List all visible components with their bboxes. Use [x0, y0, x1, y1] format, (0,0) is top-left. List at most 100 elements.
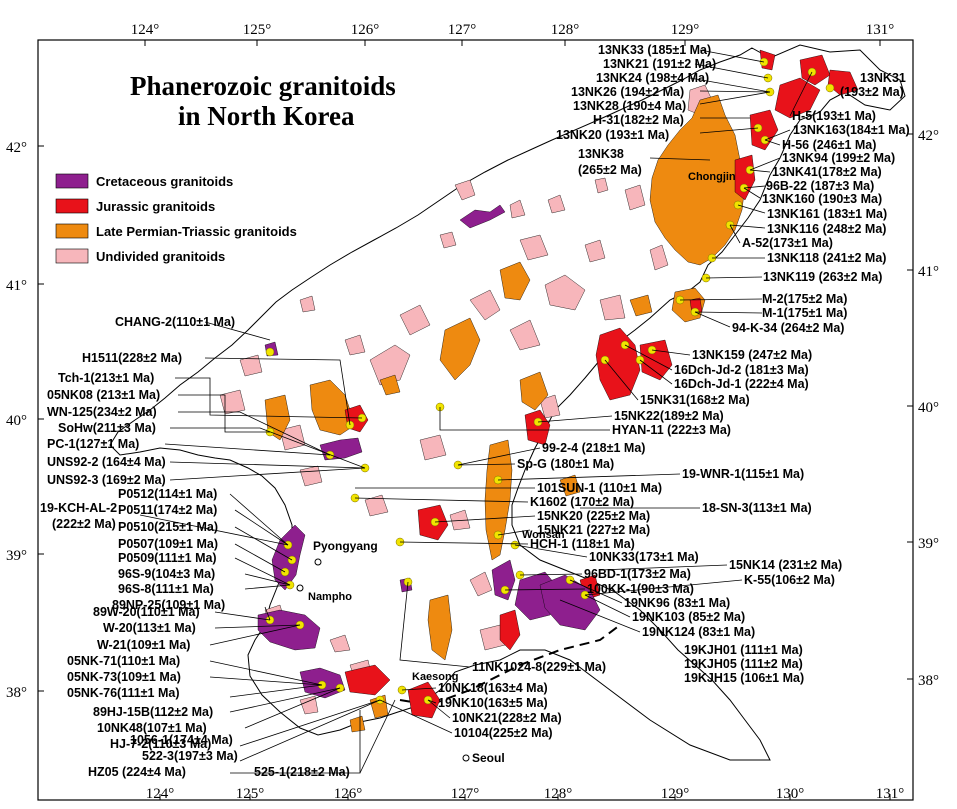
- lon-label: 126°: [351, 22, 380, 38]
- latitude-labels-left: 42° 41° 40° 39° 38°: [6, 140, 27, 701]
- sample-label: 11NK1024-8(229±1 Ma): [472, 660, 606, 674]
- sample-label: H-5(193±1 Ma): [792, 109, 876, 123]
- city-wonsan: Wonsan: [522, 529, 565, 541]
- sample-label-1056-1: 1056-1(174±4 Ma): [130, 733, 233, 747]
- map-frame: [37, 39, 914, 801]
- leader-lines: [139, 49, 813, 774]
- sample-label: M-1(175±1 Ma): [762, 306, 847, 320]
- sample-label: 05NK-76(111±1 Ma): [67, 686, 179, 700]
- sample-label: 13NK94 (199±2 Ma): [782, 151, 895, 165]
- sample-label: Sp-G (180±1 Ma): [517, 457, 614, 471]
- sample-label: 10NK48(107±1 Ma): [97, 721, 207, 735]
- sample-label: 99-2-4 (218±1 Ma): [542, 441, 645, 455]
- sample-label: 13NK116 (248±2 Ma): [767, 222, 886, 236]
- lat-label: 39°: [918, 536, 939, 552]
- sample-label: 19NK103 (85±2 Ma): [632, 610, 745, 624]
- sample-label: K-55(106±2 Ma): [744, 573, 835, 587]
- sample-label: 13NK118 (241±2 Ma): [767, 251, 886, 265]
- sample-label: K1602 (170±2 Ma): [530, 495, 634, 509]
- sample-label: 13NK161 (183±1 Ma): [767, 207, 887, 221]
- sample-label: 19NK10(163±5 Ma): [438, 696, 548, 710]
- sample-label: 13NK159 (247±2 Ma): [692, 348, 812, 362]
- sample-label: 15NK14 (231±2 Ma): [729, 558, 842, 572]
- lat-label: 42°: [918, 128, 939, 144]
- sample-label: 89NP-25(109±1 Ma): [112, 598, 225, 612]
- permian-triassic-granitoid-plutons: [264, 94, 746, 733]
- sample-label: 13NK31: [860, 71, 906, 85]
- city-nampho: Nampho: [308, 591, 352, 603]
- legend-label-cretaceous: Cretaceous granitoids: [96, 174, 233, 189]
- lat-label: 41°: [6, 278, 27, 294]
- sample-label: A-52(173±1 Ma): [742, 236, 833, 250]
- lat-label: 38°: [918, 673, 939, 689]
- sample-labels-left: CHANG-2(110±1 Ma) H1511(228±2 Ma) Tch-1(…: [40, 315, 235, 751]
- sample-label: 96B-22 (187±3 Ma): [766, 179, 874, 193]
- sample-label: 13NK20 (193±1 Ma): [556, 128, 669, 142]
- sample-label: P0511(174±2 Ma): [118, 503, 217, 517]
- sample-label: M-2(175±2 Ma): [762, 292, 847, 306]
- sample-label: 19KJH05 (111±2 Ma): [684, 657, 803, 671]
- sample-label: H-31(182±2 Ma): [593, 113, 684, 127]
- sample-label-525-1: 525-1(218±2 Ma): [254, 765, 350, 779]
- sample-label: 10104(225±2 Ma): [454, 726, 553, 740]
- lat-label: 40°: [918, 400, 939, 416]
- sample-labels-right: 13NK33 (185±1 Ma) 13NK21 (191±2 Ma) 13NK…: [438, 43, 910, 740]
- lat-label: 42°: [6, 140, 27, 156]
- sample-labels-southwest: 1056-1(174±4 Ma) 522-3(197±3 Ma) HZ05 (2…: [88, 733, 350, 779]
- sample-label: UNS92-3 (169±2 Ma): [47, 473, 166, 487]
- legend-swatch-cretaceous: [55, 173, 89, 189]
- sample-label: 13NK26 (194±2 Ma): [571, 85, 684, 99]
- sample-label: 10NK21(228±2 Ma): [452, 711, 562, 725]
- sample-label: 05NK-73(109±1 Ma): [67, 670, 181, 684]
- sample-label: 13NK163(184±1 Ma): [793, 123, 910, 137]
- frame-ticks: [38, 40, 913, 800]
- sample-label: 13NK24 (198±4 Ma): [596, 71, 709, 85]
- sample-label: 101SUN-1 (110±1 Ma): [537, 481, 662, 495]
- sample-label: WN-125(234±2 Ma): [47, 405, 157, 419]
- sample-label: 05NK-71(110±1 Ma): [67, 654, 180, 668]
- sample-label: (265±2 Ma): [578, 163, 642, 177]
- sample-label: P0507(109±1 Ma): [118, 537, 218, 551]
- sample-label: 13NK160 (190±3 Ma): [762, 192, 882, 206]
- lat-label: 38°: [6, 685, 27, 701]
- lon-label: 125°: [243, 22, 272, 38]
- legend-label-undivided: Undivided granitoids: [96, 249, 225, 264]
- sample-label: 10NK33(173±1 Ma): [589, 550, 699, 564]
- sample-label: 15NK20 (225±2 Ma): [537, 509, 650, 523]
- longitude-labels-top: 124° 125° 126° 127° 128° 129° 131°: [131, 22, 895, 38]
- sample-label: CHANG-2(110±1 Ma): [115, 315, 235, 329]
- sample-label: (193±2 Ma): [840, 85, 904, 99]
- sample-label: 19KJH15 (106±1 Ma): [684, 671, 804, 685]
- sample-label: 89W-20(110±1 Ma): [93, 605, 200, 619]
- sample-label: 19NK96 (83±1 Ma): [624, 596, 730, 610]
- sample-label: W-21(109±1 Ma): [97, 638, 190, 652]
- lat-label: 39°: [6, 548, 27, 564]
- sample-label: 19KJH01 (111±1 Ma): [684, 643, 803, 657]
- sample-label: 15NK22(189±2 Ma): [614, 409, 724, 423]
- sample-label-522-3: 522-3(197±3 Ma): [142, 749, 238, 763]
- city-pyongyang: Pyongyang: [313, 539, 378, 553]
- sample-label: 05NK08 (213±1 Ma): [47, 388, 160, 402]
- sample-label: 96S-8(111±1 Ma): [118, 582, 214, 596]
- latitude-labels-right: 42° 41° 40° 39° 38°: [918, 128, 939, 689]
- sample-label: (222±2 Ma): [52, 517, 116, 531]
- sample-label: 13NK33 (185±1 Ma): [598, 43, 711, 57]
- sample-label: W-20(113±1 Ma): [103, 621, 196, 635]
- lat-label: 40°: [6, 413, 27, 429]
- sample-label: PC-1(127±1 Ma): [47, 437, 139, 451]
- sample-label-hz05: HZ05 (224±4 Ma): [88, 765, 186, 779]
- sample-label: 19NK124 (83±1 Ma): [642, 625, 755, 639]
- sample-label: UNS92-2 (164±4 Ma): [47, 455, 166, 469]
- sample-label: 13NK21 (191±2 Ma): [603, 57, 716, 71]
- sample-label: 94-K-34 (264±2 Ma): [732, 321, 844, 335]
- lon-label: 127°: [448, 22, 477, 38]
- sample-label: H-56 (246±1 Ma): [782, 138, 876, 152]
- sample-label: HCH-1 (118±1 Ma): [530, 537, 635, 551]
- lon-label: 131°: [866, 22, 895, 38]
- sample-label: 13NK119 (263±2 Ma): [763, 270, 882, 284]
- lat-label: 41°: [918, 264, 939, 280]
- city-kaesong: Kaesong: [412, 671, 458, 683]
- sample-label: 13NK38: [578, 147, 624, 161]
- map-title-line2: in North Korea: [178, 101, 355, 131]
